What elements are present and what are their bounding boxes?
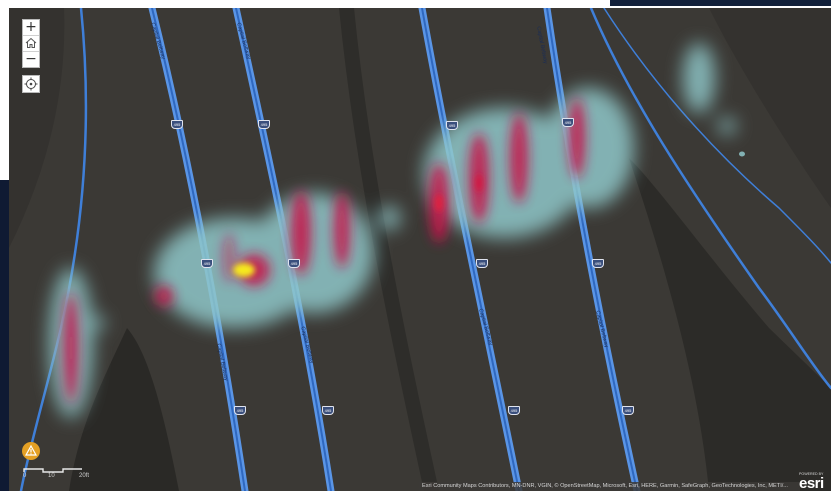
route-shield: 495 [171, 120, 183, 129]
route-shield: 495 [258, 120, 270, 129]
route-shield: 495 [622, 406, 634, 415]
esri-wordmark: esri [799, 475, 824, 491]
route-shield: 495 [476, 259, 488, 268]
map-view[interactable]: Capital Beltway Capital Beltway Capital … [9, 8, 831, 491]
scale-bar [23, 468, 82, 473]
page-top-strip [0, 0, 831, 8]
home-button[interactable] [23, 36, 39, 52]
zoom-control: + − [22, 19, 40, 68]
dark-land-topleft [9, 8, 65, 248]
dark-land-right-edge [709, 8, 831, 208]
zoom-in-button[interactable]: + [23, 20, 39, 36]
route-shield: 495 [508, 406, 520, 415]
home-icon [25, 37, 37, 48]
page-top-dark-band [610, 0, 831, 6]
dark-land-left [69, 328, 179, 491]
route-shield: 495 [201, 259, 213, 268]
locate-icon [24, 77, 38, 91]
warning-icon [24, 444, 38, 456]
esri-logo[interactable]: POWERED BY esri [797, 470, 831, 491]
route-shield: 495 [446, 121, 458, 130]
scale-label: 0 [23, 473, 27, 479]
map-attribution[interactable]: Esri Community Maps Contributors, MN-DNR… [419, 482, 800, 491]
route-shield: 495 [592, 259, 604, 268]
zoom-out-button[interactable]: − [25, 51, 37, 67]
route-shield: 495 [288, 259, 300, 268]
route-shield: 495 [234, 406, 246, 415]
warning-button[interactable] [22, 442, 40, 460]
dark-land-right [629, 158, 831, 491]
powered-by-label: POWERED BY [799, 472, 824, 476]
dark-land-strip [339, 8, 439, 491]
locate-button[interactable] [22, 75, 40, 93]
route-shield: 495 [562, 118, 574, 127]
route-shield: 495 [322, 406, 334, 415]
scale-label: 20ft [79, 473, 90, 479]
scale-label: 10 [48, 473, 55, 479]
map-canvas[interactable] [9, 8, 831, 491]
page-left-dark-band [0, 180, 9, 491]
